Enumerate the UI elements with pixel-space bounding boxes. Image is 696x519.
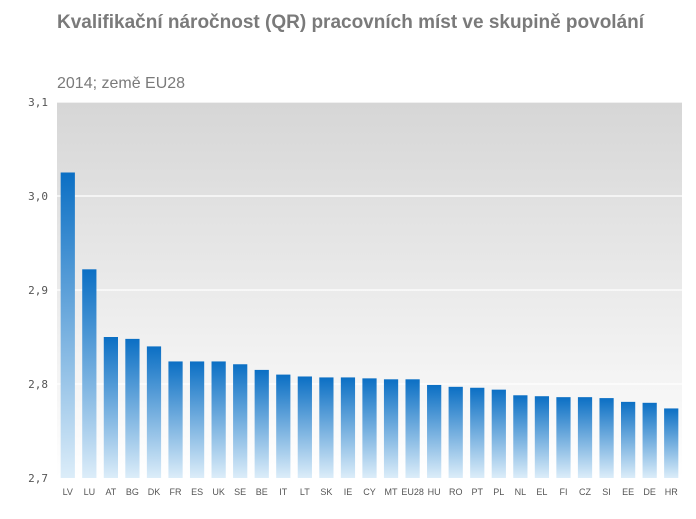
y-tick-label: 3,1 — [28, 96, 48, 109]
x-tick-label: RO — [449, 487, 463, 497]
x-tick-label: SK — [320, 487, 332, 497]
bar-dk — [146, 346, 162, 478]
bar-fr — [168, 361, 183, 478]
x-tick-label: IT — [279, 487, 288, 497]
bar-si — [599, 398, 614, 478]
bar-lv — [60, 172, 75, 478]
bar-at — [103, 337, 118, 478]
bar-pt — [470, 387, 485, 478]
bar-de — [642, 402, 657, 478]
bar-it — [276, 374, 291, 478]
x-tick-label: EU28 — [401, 487, 424, 497]
bar-bg — [125, 338, 140, 478]
x-tick-label: IE — [344, 487, 353, 497]
bar-lt — [297, 376, 312, 478]
bar-cz — [577, 397, 593, 478]
x-tick-label: UK — [212, 487, 225, 497]
x-tick-label: EL — [536, 487, 547, 497]
bar-hu — [427, 384, 442, 478]
chart-subtitle: 2014; země EU28 — [57, 75, 186, 92]
x-tick-label: HU — [428, 487, 441, 497]
bar-lu — [82, 269, 97, 478]
bar-pl — [491, 389, 506, 478]
x-tick-label: MT — [385, 487, 398, 497]
x-tick-label: SE — [234, 487, 246, 497]
bar-cy — [362, 378, 377, 478]
bar-uk — [211, 361, 226, 478]
bar-nl — [513, 395, 528, 478]
bar-ee — [621, 401, 636, 478]
x-tick-label: EE — [622, 487, 634, 497]
x-tick-label: HR — [665, 487, 678, 497]
bar-mt — [383, 379, 399, 478]
x-tick-label: LU — [84, 487, 96, 497]
bar-sk — [319, 377, 334, 478]
x-tick-label: CY — [363, 487, 376, 497]
x-tick-label: DE — [643, 487, 656, 497]
x-tick-label: ES — [191, 487, 203, 497]
x-tick-label: CZ — [579, 487, 591, 497]
x-tick-label: BG — [126, 487, 139, 497]
x-tick-label: AT — [105, 487, 116, 497]
x-tick-label: PL — [493, 487, 504, 497]
y-tick-label: 2,7 — [28, 472, 48, 485]
y-tick-label: 2,9 — [28, 284, 48, 297]
bar-es — [189, 361, 205, 478]
bar-fi — [556, 397, 571, 478]
bar-eu28 — [405, 379, 420, 478]
x-tick-label: FR — [170, 487, 182, 497]
bar-se — [233, 364, 248, 478]
y-tick-label: 3,0 — [28, 190, 48, 203]
bar-hr — [664, 408, 679, 478]
bar-be — [254, 369, 269, 478]
chart-title: Kvalifikační náročnost (QR) pracovních m… — [57, 12, 645, 33]
bar-el — [534, 396, 550, 478]
x-tick-label: NL — [515, 487, 527, 497]
x-tick-label: DK — [148, 487, 161, 497]
y-tick-label: 2,8 — [28, 378, 48, 391]
x-tick-label: LT — [300, 487, 310, 497]
x-tick-label: PT — [472, 487, 484, 497]
x-tick-label: LV — [63, 487, 73, 497]
x-tick-label: SI — [602, 487, 611, 497]
bar-ro — [448, 386, 463, 478]
bar-ie — [340, 377, 356, 478]
x-tick-label: FI — [559, 487, 567, 497]
x-tick-label: BE — [256, 487, 268, 497]
